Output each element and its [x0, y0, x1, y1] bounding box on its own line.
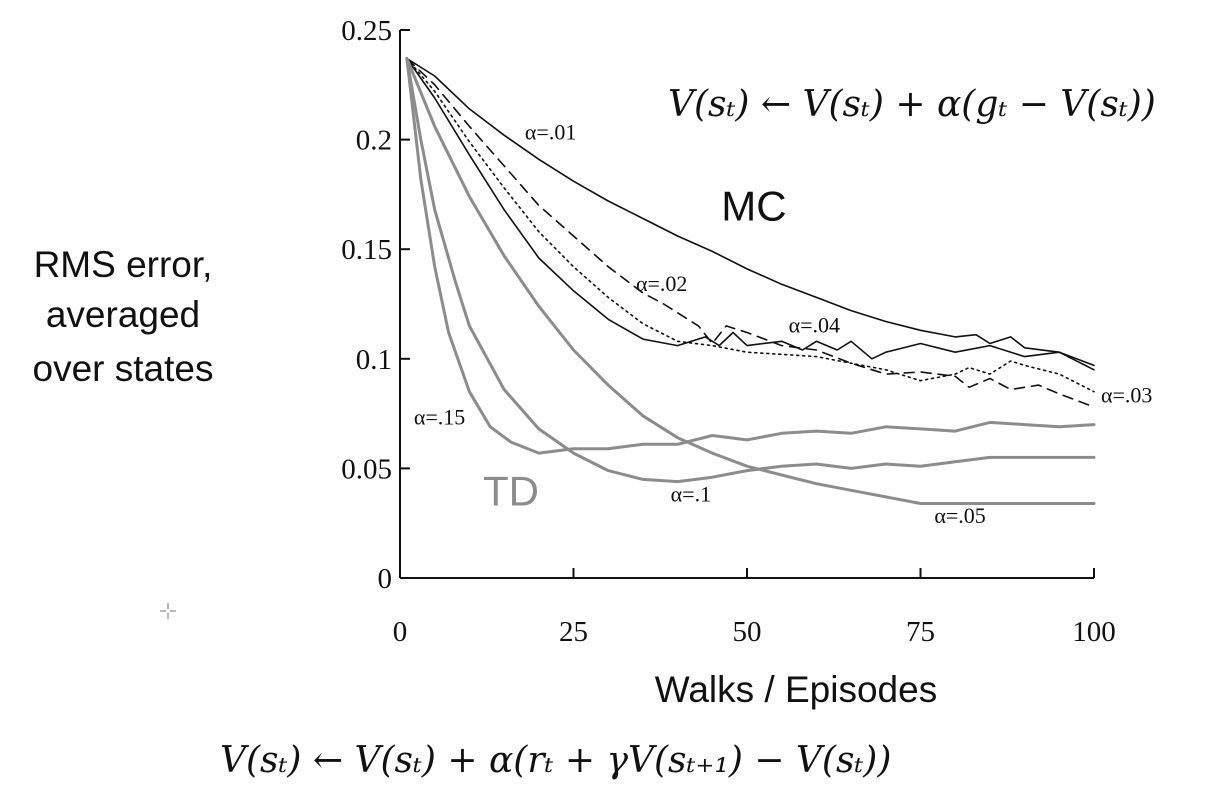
series-label: α=.04	[789, 312, 840, 337]
y-tick-label: 0.1	[356, 344, 392, 376]
series-label: α=.03	[1101, 383, 1152, 408]
y-axis-ticks: 0 0.05 0.1 0.15 0.2 0.25	[341, 15, 410, 595]
td-update-formula: V(sₜ) ← V(sₜ) + α(rₜ + γV(sₜ₊₁) − V(sₜ))	[220, 740, 892, 781]
series-line	[405, 57, 1096, 505]
series-line	[406, 57, 1095, 367]
label-layer: α=.01 α=.02 α=.03 α=.04 α=.05 α=.1 α=.15 MC TD	[414, 120, 1152, 529]
series-label: α=.05	[934, 503, 985, 528]
method-label: MC	[721, 183, 786, 230]
y-axis-title-line-1: RMS error,	[34, 244, 213, 285]
y-tick-label: 0.15	[341, 234, 392, 266]
series-line	[406, 57, 1095, 371]
x-axis-ticks: 0 25 50 75 100	[393, 568, 1116, 648]
y-axis-title-line-2: averaged	[46, 294, 200, 335]
series-label: α=.15	[414, 405, 465, 430]
series-line	[405, 57, 1096, 455]
x-axis-title: Walks / Episodes	[655, 669, 937, 710]
mc-update-formula: V(sₜ) ← V(sₜ) + α(gₜ − V(sₜ))	[668, 84, 1156, 125]
y-tick-label: 0.2	[356, 125, 392, 157]
series-line	[405, 57, 1096, 484]
series-label: α=.02	[636, 271, 687, 296]
y-tick-label: 0.05	[341, 453, 392, 485]
x-tick-label: 0	[393, 616, 408, 648]
crosshair-cursor-icon	[160, 603, 176, 619]
series-label: α=.01	[525, 120, 576, 145]
x-tick-label: 75	[906, 616, 935, 648]
y-tick-label: 0.25	[341, 15, 392, 47]
x-tick-label: 25	[559, 616, 588, 648]
series-line	[406, 57, 1095, 393]
series-line	[406, 57, 1095, 408]
series-layer	[405, 57, 1096, 505]
method-label: TD	[483, 468, 539, 515]
series-label: α=.1	[671, 481, 711, 506]
y-tick-label: 0	[378, 563, 393, 595]
y-axis-title-line-3: over states	[33, 348, 214, 389]
x-tick-label: 100	[1072, 616, 1116, 648]
y-axis-title: RMS error, averaged over states	[33, 244, 214, 389]
x-tick-label: 50	[733, 616, 762, 648]
